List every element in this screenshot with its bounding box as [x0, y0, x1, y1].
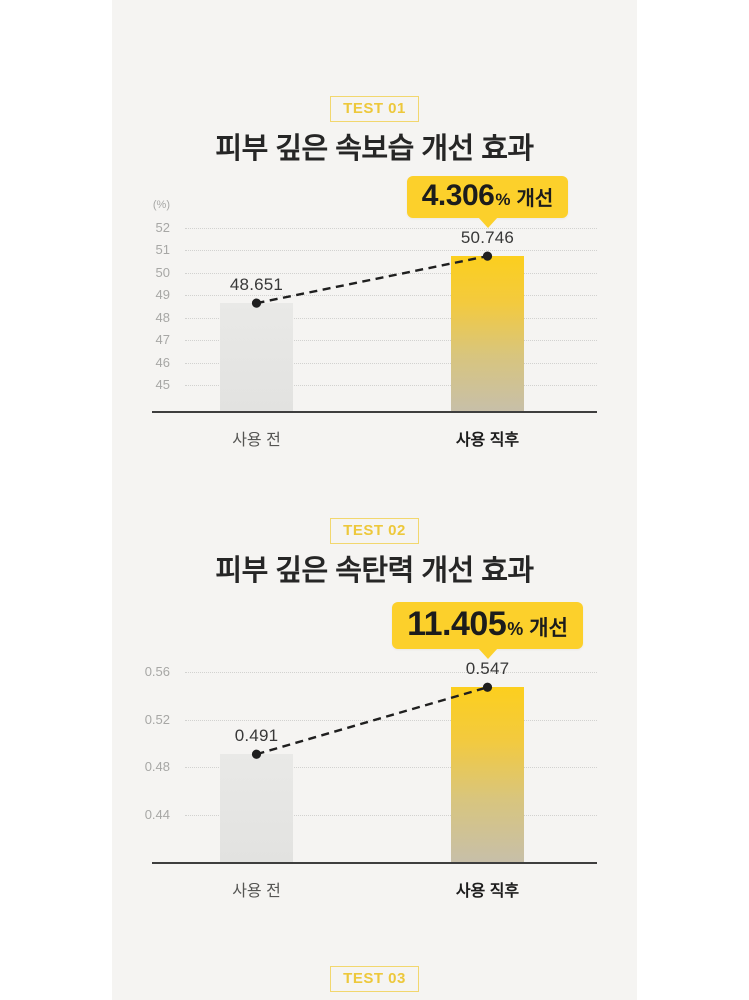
gridline [185, 317, 597, 319]
bar-value-label: 50.746 [460, 228, 515, 248]
improvement-suffix: 개선 [516, 188, 554, 211]
gridline [185, 228, 597, 229]
percent-sign: % [507, 619, 524, 640]
y-axis-unit-label: (%) [152, 199, 170, 211]
improvement-callout-box: 4.306% 개선 [406, 176, 569, 219]
badge-row: TEST 01 [112, 0, 637, 122]
improvement-suffix: 개선 [529, 617, 568, 641]
section-1-title: 피부 깊은 속보습 개선 효과 [215, 133, 534, 165]
y-axis-tick-label: 52 [155, 220, 170, 235]
plot-area: 4.306% 개선 48.651 50.746 [185, 176, 597, 412]
y-axis-tick-label: 49 [155, 287, 170, 303]
x-axis-baseline [152, 862, 597, 864]
gridline [185, 767, 597, 769]
bar-before-use [220, 754, 293, 863]
gridline [185, 295, 597, 297]
improvement-callout: 4.306% 개선 [363, 176, 613, 229]
gridline [185, 272, 597, 274]
gridline [185, 719, 597, 721]
improvement-callout-box: 11.405% 개선 [392, 602, 583, 650]
y-axis-tick-label: 50 [155, 264, 170, 280]
improvement-callout: 11.405% 개선 [363, 602, 613, 660]
gridline [185, 815, 597, 817]
badge-row: TEST 03 [112, 966, 637, 992]
callout-pointer-icon [477, 217, 498, 229]
x-axis-category-label: 사용 직후 [455, 883, 520, 900]
moisture-bar-chart: (%) 4.306% 개선 48.651 50.746 52 51 50 49 48 47 46… [112, 176, 637, 452]
test-section-2: TEST 02 피부 깊은 속탄력 개선 효과 11.405% 개선 0.491 0… [112, 518, 637, 903]
percent-sign: % [495, 190, 511, 210]
bar-after-use [451, 256, 524, 412]
gridline [185, 250, 597, 252]
infographic-card: TEST 01 피부 깊은 속보습 개선 효과 (%) 4.306% 개선 48.… [112, 0, 637, 1000]
test-01-badge: TEST 01 [330, 96, 419, 122]
badge-row: TEST 02 [112, 518, 637, 544]
bar-before-use [220, 303, 293, 412]
elasticity-bar-chart: 11.405% 개선 0.491 0.547 0.56 0.52 0.48 0.44 사용 … [112, 602, 637, 903]
y-axis-tick-label: 45 [155, 377, 170, 393]
bar-after-use [451, 687, 524, 863]
bar-value-label: 0.491 [234, 726, 279, 746]
x-axis-category-label: 사용 직후 [455, 432, 520, 449]
y-axis-tick-label: 0.48 [144, 759, 170, 775]
y-axis-tick-label: 0.44 [144, 807, 170, 823]
y-axis-tick-label: 0.52 [144, 711, 170, 727]
plot-area: 11.405% 개선 0.491 0.547 [185, 602, 597, 863]
gridline [185, 385, 597, 387]
improvement-value: 11.405 [407, 605, 507, 644]
x-axis-category-label: 사용 전 [232, 432, 281, 449]
test-03-badge: TEST 03 [330, 966, 419, 992]
gridline [185, 671, 597, 673]
y-axis-tick-label: 48 [155, 309, 170, 325]
test-section-1: TEST 01 피부 깊은 속보습 개선 효과 (%) 4.306% 개선 48.… [112, 0, 637, 452]
test-02-badge: TEST 02 [330, 518, 419, 544]
x-axis-category-label: 사용 전 [232, 883, 281, 900]
y-axis-tick-label: 46 [155, 354, 170, 370]
y-axis-tick-label: 0.56 [144, 663, 170, 679]
callout-pointer-icon [477, 648, 498, 660]
gridline [185, 340, 597, 342]
y-axis-tick-label: 51 [155, 242, 170, 258]
gridline [185, 362, 597, 364]
section-2-title: 피부 깊은 속탄력 개선 효과 [215, 555, 534, 587]
y-axis-tick-label: 47 [155, 332, 170, 348]
improvement-value: 4.306 [421, 179, 495, 213]
x-axis-baseline [152, 411, 597, 413]
bar-value-label: 0.547 [465, 659, 510, 679]
bar-value-label: 48.651 [229, 275, 284, 295]
